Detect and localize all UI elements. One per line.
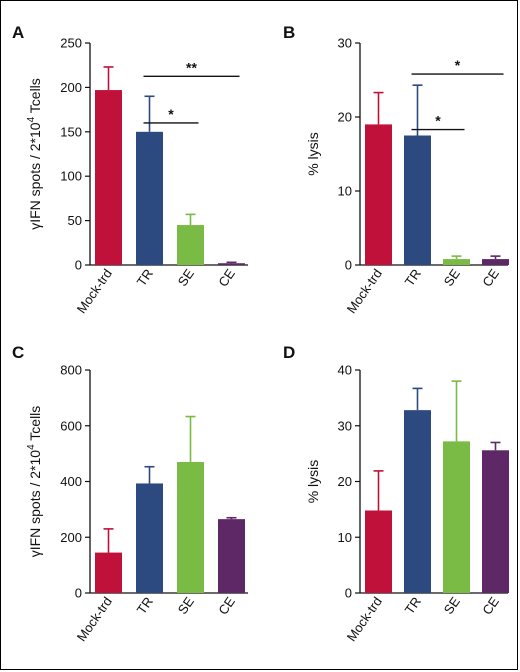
x-tick-label: Mock-trd [74,266,115,316]
bar-se [177,461,204,593]
bar-ce [482,259,509,265]
x-tick-label: SE [441,594,463,617]
y-tick-label: 250 [60,36,82,51]
x-tick-label: TR [134,266,156,289]
x-tick-label: CE [479,266,502,290]
bar-ce [218,519,245,593]
x-tick-label: TR [134,594,156,617]
bar-ce [218,263,245,265]
y-tick-label: 10 [338,184,352,199]
x-tick-label: Mock-trd [344,594,385,644]
panel-c: C 0 200 400 600 800 γIFN spots / 2*104 Tcells M… [12,343,248,644]
bar-se [443,259,470,265]
x-tick-label: SE [175,266,197,289]
x-tick-label: CE [215,594,238,618]
significance-label: * [435,113,441,129]
y-tick-label: 0 [345,586,352,601]
significance-label: * [168,106,174,122]
bar-tr [136,131,163,265]
y-tick-label: 0 [75,258,82,273]
y-tick-label: 800 [60,363,82,378]
x-tick-label: TR [402,594,424,617]
y-tick-label: 400 [60,474,82,489]
significance-label: * [455,57,461,73]
panel-a: A 0 50 100 150 200 250 γIFN spots / 2*104 Tcell… [12,23,248,316]
y-tick-label: 40 [338,363,352,378]
bar-mock-trd [365,124,392,266]
y-axis-label: % lysis [305,132,321,176]
y-axis-label: γIFN spots / 2*104 Tcells [26,406,43,558]
panel-letter: C [12,343,24,362]
bar-mock-trd [365,510,392,593]
y-tick-label: 20 [338,474,352,489]
y-tick-label: 0 [75,586,82,601]
y-tick-label: 200 [60,530,82,545]
bar-tr [404,410,431,593]
y-tick-label: 10 [338,530,352,545]
y-tick-label: 600 [60,418,82,433]
x-tick-label: SE [441,266,463,289]
bar-tr [136,483,163,593]
y-tick-label: 30 [338,36,352,51]
x-tick-label: CE [215,266,238,290]
panel-letter: B [283,23,295,42]
x-tick-label: SE [175,594,197,617]
y-axis-label: γIFN spots / 2*104 Tcells [26,78,43,230]
y-tick-label: 30 [338,418,352,433]
bar-se [443,441,470,593]
panel-d: D 0 10 20 30 40 % lysis Mock-trd TR SE CE [283,343,509,644]
panel-b: B 0 10 20 30 % lysis Mock-trd TR SE CE * * [283,23,509,316]
y-axis-label: % lysis [305,460,321,504]
significance-label: ** [186,59,197,75]
y-tick-label: 150 [60,124,82,139]
panel-letter: D [283,343,295,362]
x-tick-label: Mock-trd [344,266,385,316]
x-tick-label: TR [402,266,424,289]
bar-mock-trd [95,90,122,266]
y-tick-label: 100 [60,169,82,184]
y-tick-label: 0 [345,258,352,273]
x-tick-label: Mock-trd [74,594,115,644]
bar-mock-trd [95,552,122,593]
bar-se [177,225,204,265]
y-tick-label: 50 [68,213,82,228]
bar-ce [482,450,509,593]
x-tick-label: CE [479,594,502,618]
panel-letter: A [12,23,24,42]
y-tick-label: 200 [60,80,82,95]
bar-tr [404,135,431,265]
y-tick-label: 20 [338,110,352,125]
